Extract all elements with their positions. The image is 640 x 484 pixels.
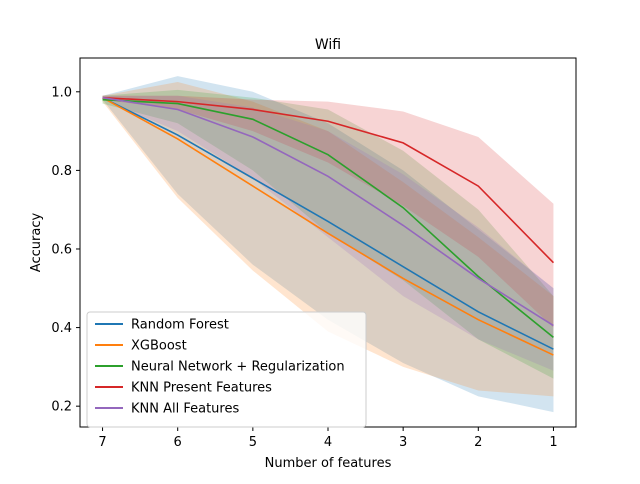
band-1 [102,81,554,397]
y-tick-label: 0.8 [51,164,72,179]
legend-label: KNN All Features [131,402,239,417]
x-tick-label: 4 [324,435,332,450]
series-line-0 [102,96,554,350]
series-line-3 [102,96,555,264]
chart-title: Wifi [315,37,341,53]
legend-label: XGBoost [131,339,187,354]
y-axis-ticks: 0.2 0.4 0.6 0.8 1.0 [51,85,80,415]
y-tick-label: 0.2 [51,400,72,415]
series-line-2 [102,98,554,339]
band-2 [102,89,554,379]
band-0 [102,76,554,413]
y-tick-label: 1.0 [51,85,72,100]
x-axis-ticks: 7 6 5 4 3 2 1 [98,427,558,450]
legend-label: Random Forest [131,318,229,333]
legend-label: KNN Present Features [131,381,272,396]
legend-box [86,311,367,428]
series-line-4 [102,96,554,327]
x-tick-label: 2 [474,435,482,450]
series-lines [102,96,555,356]
x-tick-label: 3 [399,435,407,450]
x-tick-label: 7 [98,435,106,450]
y-tick-label: 0.6 [51,242,72,257]
x-tick-label: 5 [249,435,257,450]
y-axis-label: Accuracy [29,213,44,273]
band-3 [102,95,554,328]
legend: Random Forest XGBoost Neural Network + Reg… [86,311,367,428]
x-tick-label: 6 [174,435,182,450]
series-line-1 [102,96,554,356]
x-axis-label: Number of features [265,456,392,471]
x-tick-label: 1 [549,435,557,450]
legend-label: Neural Network + Regularization [131,360,345,375]
y-tick-label: 0.4 [51,321,72,336]
